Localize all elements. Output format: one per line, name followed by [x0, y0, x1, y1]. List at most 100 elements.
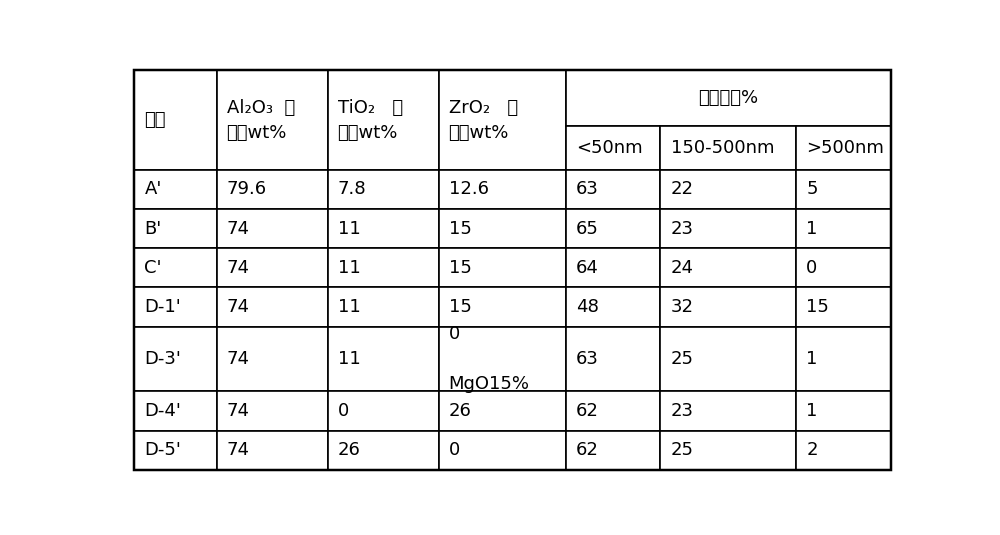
Text: 22: 22: [671, 180, 694, 198]
Bar: [566, 248, 660, 287]
Text: 64: 64: [576, 259, 599, 277]
Bar: [439, 392, 566, 431]
Bar: [660, 327, 796, 392]
Text: Al₂O₃  含
量，wt%: Al₂O₃ 含 量，wt%: [227, 98, 295, 142]
Bar: [328, 170, 439, 209]
Bar: [134, 170, 217, 209]
Bar: [328, 327, 439, 392]
Bar: [566, 71, 891, 126]
Bar: [566, 392, 660, 431]
Bar: [796, 248, 891, 287]
Text: D-5': D-5': [144, 441, 181, 460]
Text: 0: 0: [338, 402, 349, 420]
Bar: [796, 170, 891, 209]
Text: 26: 26: [338, 441, 360, 460]
Bar: [328, 71, 439, 170]
Text: 62: 62: [576, 441, 599, 460]
Bar: [796, 126, 891, 170]
Text: 1: 1: [806, 219, 818, 238]
Text: 载体: 载体: [144, 111, 166, 129]
Bar: [217, 71, 328, 170]
Text: 26: 26: [449, 402, 471, 420]
Text: <50nm: <50nm: [576, 139, 643, 157]
Bar: [217, 327, 328, 392]
Text: 24: 24: [671, 259, 694, 277]
Text: 62: 62: [576, 402, 599, 420]
Text: 23: 23: [671, 219, 694, 238]
Bar: [328, 431, 439, 470]
Bar: [660, 170, 796, 209]
Bar: [439, 431, 566, 470]
Text: D-3': D-3': [144, 350, 181, 368]
Bar: [217, 170, 328, 209]
Text: 11: 11: [338, 350, 360, 368]
Text: 74: 74: [227, 219, 250, 238]
Text: 74: 74: [227, 402, 250, 420]
Bar: [660, 248, 796, 287]
Text: 7.8: 7.8: [338, 180, 366, 198]
Text: 0

MgO15%: 0 MgO15%: [449, 325, 530, 393]
Text: 12.6: 12.6: [449, 180, 489, 198]
Text: 23: 23: [671, 402, 694, 420]
Bar: [328, 287, 439, 327]
Bar: [328, 248, 439, 287]
Bar: [217, 287, 328, 327]
Bar: [134, 431, 217, 470]
Bar: [439, 71, 566, 170]
Text: 79.6: 79.6: [227, 180, 267, 198]
Bar: [796, 327, 891, 392]
Bar: [660, 431, 796, 470]
Text: 5: 5: [806, 180, 818, 198]
Text: 25: 25: [671, 350, 694, 368]
Text: 63: 63: [576, 180, 599, 198]
Text: 65: 65: [576, 219, 599, 238]
Bar: [134, 248, 217, 287]
Text: 0: 0: [449, 441, 460, 460]
Text: 74: 74: [227, 350, 250, 368]
Bar: [134, 209, 217, 248]
Bar: [566, 209, 660, 248]
Text: 15: 15: [449, 259, 471, 277]
Text: 1: 1: [806, 402, 818, 420]
Bar: [328, 209, 439, 248]
Text: 2: 2: [806, 441, 818, 460]
Bar: [217, 392, 328, 431]
Text: 15: 15: [449, 298, 471, 316]
Bar: [796, 431, 891, 470]
Text: 74: 74: [227, 259, 250, 277]
Bar: [566, 126, 660, 170]
Bar: [328, 392, 439, 431]
Text: 48: 48: [576, 298, 599, 316]
Bar: [566, 287, 660, 327]
Bar: [217, 248, 328, 287]
Bar: [134, 392, 217, 431]
Bar: [134, 71, 217, 170]
Bar: [566, 431, 660, 470]
Bar: [439, 287, 566, 327]
Text: 74: 74: [227, 441, 250, 460]
Text: 150-500nm: 150-500nm: [671, 139, 774, 157]
Text: >500nm: >500nm: [806, 139, 884, 157]
Text: D-1': D-1': [144, 298, 181, 316]
Bar: [439, 248, 566, 287]
Bar: [660, 287, 796, 327]
Text: 0: 0: [806, 259, 817, 277]
Bar: [660, 209, 796, 248]
Text: 孔分布，%: 孔分布，%: [698, 89, 758, 107]
Text: 32: 32: [671, 298, 694, 316]
Text: 11: 11: [338, 298, 360, 316]
Bar: [660, 392, 796, 431]
Bar: [796, 287, 891, 327]
Text: 11: 11: [338, 259, 360, 277]
Text: 63: 63: [576, 350, 599, 368]
Bar: [439, 170, 566, 209]
Text: 11: 11: [338, 219, 360, 238]
Bar: [217, 431, 328, 470]
Bar: [134, 327, 217, 392]
Bar: [217, 209, 328, 248]
Text: 15: 15: [806, 298, 829, 316]
Bar: [660, 126, 796, 170]
Text: 15: 15: [449, 219, 471, 238]
Text: 1: 1: [806, 350, 818, 368]
Text: ZrO₂   含
量，wt%: ZrO₂ 含 量，wt%: [449, 98, 518, 142]
